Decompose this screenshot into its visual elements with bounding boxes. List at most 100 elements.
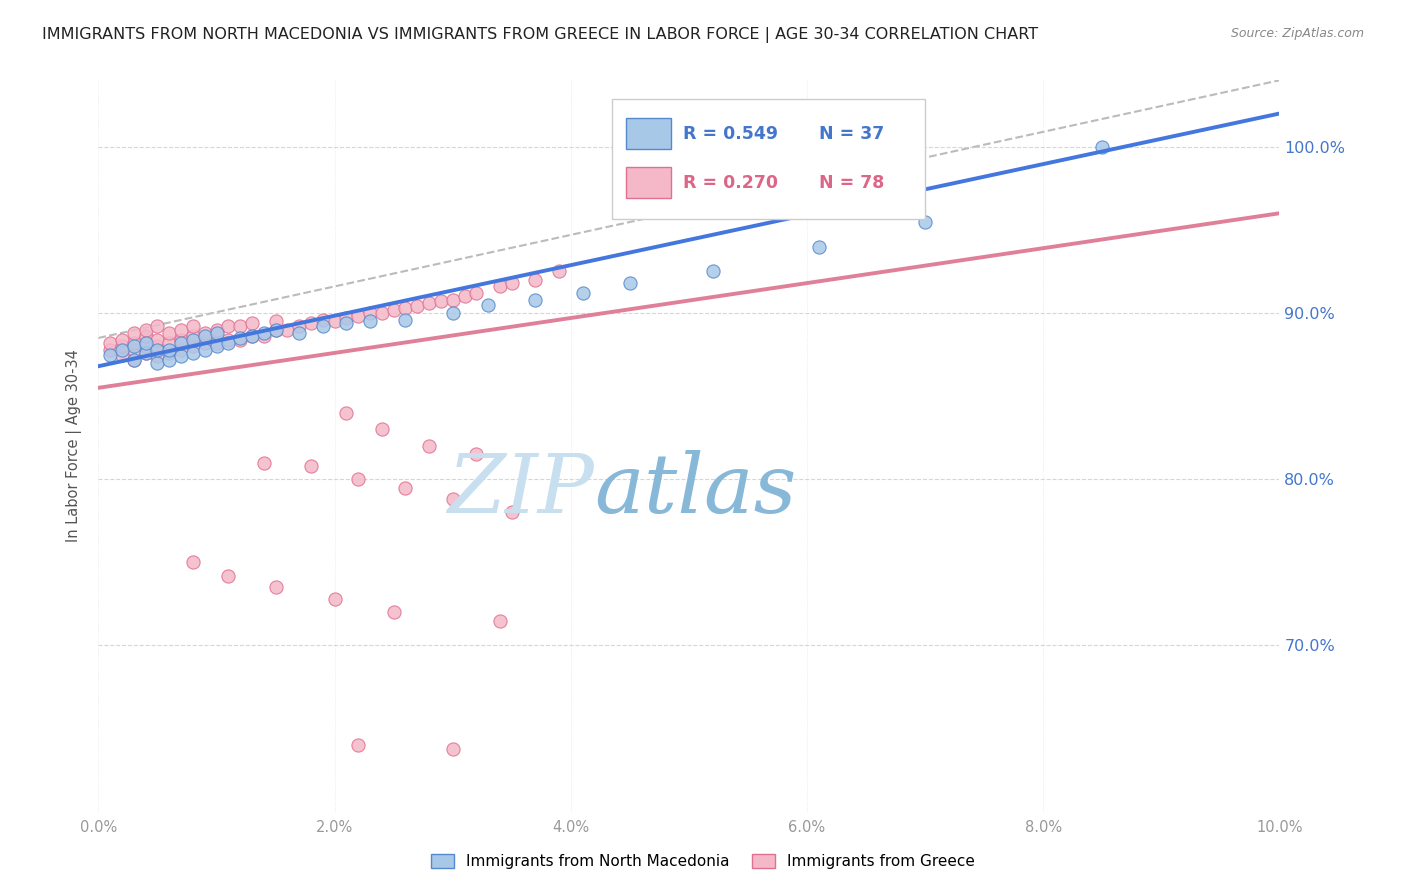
Point — [382, 302, 405, 317]
Point — [217, 333, 239, 347]
Point — [371, 422, 394, 436]
Legend: Immigrants from North Macedonia, Immigrants from Greece: Immigrants from North Macedonia, Immigra… — [425, 847, 981, 875]
Point — [146, 356, 169, 370]
Point — [253, 456, 276, 470]
Point — [807, 239, 830, 253]
Point — [240, 329, 263, 343]
Point — [418, 296, 440, 310]
Point — [157, 343, 180, 357]
Point — [111, 343, 134, 357]
Point — [111, 348, 134, 362]
Point — [524, 293, 547, 307]
Point — [194, 335, 217, 350]
Point — [122, 339, 145, 353]
Point — [146, 339, 169, 353]
Point — [394, 312, 416, 326]
Point — [253, 329, 276, 343]
Point — [205, 339, 228, 353]
Point — [489, 279, 512, 293]
Point — [430, 294, 453, 309]
Point — [359, 314, 381, 328]
Point — [98, 335, 121, 350]
Point — [347, 738, 370, 752]
Point — [205, 323, 228, 337]
Point — [264, 323, 287, 337]
Point — [288, 319, 311, 334]
FancyBboxPatch shape — [626, 119, 671, 149]
Point — [135, 335, 157, 350]
Point — [524, 273, 547, 287]
Point — [194, 326, 217, 340]
Point — [170, 333, 193, 347]
Point — [157, 352, 180, 367]
Point — [181, 333, 204, 347]
Point — [418, 439, 440, 453]
Point — [157, 346, 180, 360]
Point — [111, 333, 134, 347]
Point — [135, 346, 157, 360]
Point — [323, 591, 346, 606]
FancyBboxPatch shape — [612, 99, 925, 219]
Point — [194, 329, 217, 343]
Point — [240, 329, 263, 343]
Point — [122, 352, 145, 367]
Point — [382, 605, 405, 619]
Point — [229, 333, 252, 347]
Point — [157, 335, 180, 350]
Point — [335, 316, 357, 330]
Point — [135, 346, 157, 360]
Text: atlas: atlas — [595, 450, 797, 530]
Point — [111, 339, 134, 353]
Point — [619, 276, 641, 290]
Point — [205, 335, 228, 350]
Point — [217, 319, 239, 334]
Point — [914, 214, 936, 228]
Text: R = 0.270: R = 0.270 — [683, 174, 778, 192]
Point — [441, 741, 464, 756]
Point — [122, 335, 145, 350]
Point — [146, 349, 169, 363]
Point — [359, 306, 381, 320]
Point — [394, 301, 416, 315]
Point — [371, 306, 394, 320]
Point — [276, 323, 298, 337]
Point — [146, 319, 169, 334]
Point — [170, 335, 193, 350]
Point — [157, 326, 180, 340]
Point — [122, 343, 145, 357]
Point — [170, 349, 193, 363]
Point — [181, 339, 204, 353]
Point — [240, 316, 263, 330]
Point — [135, 329, 157, 343]
Point — [205, 326, 228, 340]
Point — [135, 339, 157, 353]
Point — [135, 323, 157, 337]
Point — [194, 343, 217, 357]
Point — [181, 329, 204, 343]
Point — [501, 506, 523, 520]
Point — [453, 289, 475, 303]
Point — [264, 323, 287, 337]
Point — [441, 306, 464, 320]
Point — [217, 568, 239, 582]
Point — [441, 293, 464, 307]
Point — [489, 614, 512, 628]
Point — [253, 326, 276, 340]
Point — [181, 346, 204, 360]
Point — [122, 326, 145, 340]
Point — [217, 335, 239, 350]
Y-axis label: In Labor Force | Age 30-34: In Labor Force | Age 30-34 — [66, 350, 83, 542]
Point — [181, 319, 204, 334]
Point — [229, 331, 252, 345]
Point — [702, 264, 724, 278]
Point — [465, 286, 488, 301]
Point — [98, 348, 121, 362]
Point — [98, 343, 121, 357]
Text: Source: ZipAtlas.com: Source: ZipAtlas.com — [1230, 27, 1364, 40]
Point — [299, 316, 322, 330]
Point — [170, 343, 193, 357]
Point — [264, 580, 287, 594]
Point — [406, 299, 429, 313]
Point — [170, 323, 193, 337]
Point — [477, 298, 499, 312]
